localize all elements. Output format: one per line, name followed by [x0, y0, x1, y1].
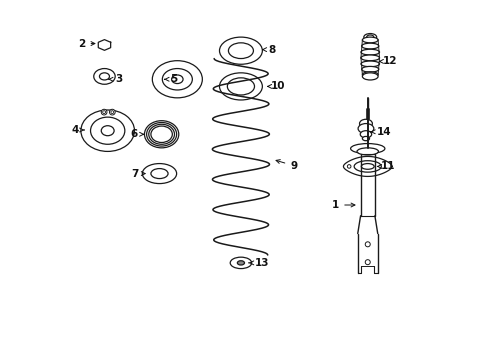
Text: 9: 9	[276, 159, 297, 171]
Ellipse shape	[361, 43, 378, 49]
Ellipse shape	[94, 68, 115, 84]
Ellipse shape	[363, 33, 376, 41]
Ellipse shape	[90, 117, 124, 144]
Ellipse shape	[362, 136, 369, 141]
Ellipse shape	[361, 66, 378, 72]
Ellipse shape	[357, 123, 373, 134]
Text: 11: 11	[377, 161, 394, 171]
Text: 10: 10	[267, 81, 285, 91]
Text: 14: 14	[370, 127, 390, 137]
Ellipse shape	[228, 43, 253, 59]
Ellipse shape	[362, 37, 377, 43]
Circle shape	[102, 111, 105, 113]
Text: 13: 13	[248, 258, 268, 268]
Text: 2: 2	[78, 39, 95, 49]
Circle shape	[365, 260, 369, 265]
Text: 1: 1	[331, 200, 354, 210]
Ellipse shape	[360, 55, 379, 61]
Circle shape	[365, 242, 369, 247]
Ellipse shape	[151, 126, 172, 143]
Ellipse shape	[146, 122, 176, 146]
Ellipse shape	[361, 163, 373, 169]
Ellipse shape	[362, 72, 377, 77]
Ellipse shape	[227, 78, 254, 95]
Polygon shape	[98, 40, 110, 50]
Ellipse shape	[81, 110, 134, 152]
Text: 4: 4	[71, 125, 84, 135]
Ellipse shape	[360, 49, 379, 55]
Ellipse shape	[148, 124, 174, 144]
Ellipse shape	[362, 73, 377, 80]
Ellipse shape	[360, 131, 371, 138]
Ellipse shape	[144, 121, 179, 148]
Ellipse shape	[353, 161, 381, 172]
Ellipse shape	[360, 61, 379, 67]
Ellipse shape	[151, 168, 168, 179]
Ellipse shape	[366, 35, 373, 39]
Ellipse shape	[152, 61, 202, 98]
Ellipse shape	[230, 257, 251, 269]
Text: 6: 6	[131, 129, 143, 139]
Text: 7: 7	[130, 168, 145, 179]
Ellipse shape	[350, 144, 384, 154]
Ellipse shape	[99, 73, 109, 80]
Text: 3: 3	[109, 74, 122, 84]
Ellipse shape	[101, 126, 114, 136]
Ellipse shape	[142, 163, 176, 184]
Ellipse shape	[219, 73, 262, 100]
Text: 12: 12	[379, 57, 397, 66]
Circle shape	[346, 165, 350, 168]
Circle shape	[102, 42, 107, 48]
Circle shape	[101, 109, 107, 115]
Ellipse shape	[171, 75, 183, 84]
Ellipse shape	[162, 68, 192, 90]
Ellipse shape	[219, 37, 262, 64]
Ellipse shape	[237, 261, 244, 265]
Ellipse shape	[356, 148, 378, 155]
Text: 8: 8	[262, 45, 275, 55]
Text: 5: 5	[164, 74, 177, 84]
Circle shape	[109, 109, 115, 115]
Circle shape	[111, 111, 114, 113]
Ellipse shape	[359, 119, 372, 128]
